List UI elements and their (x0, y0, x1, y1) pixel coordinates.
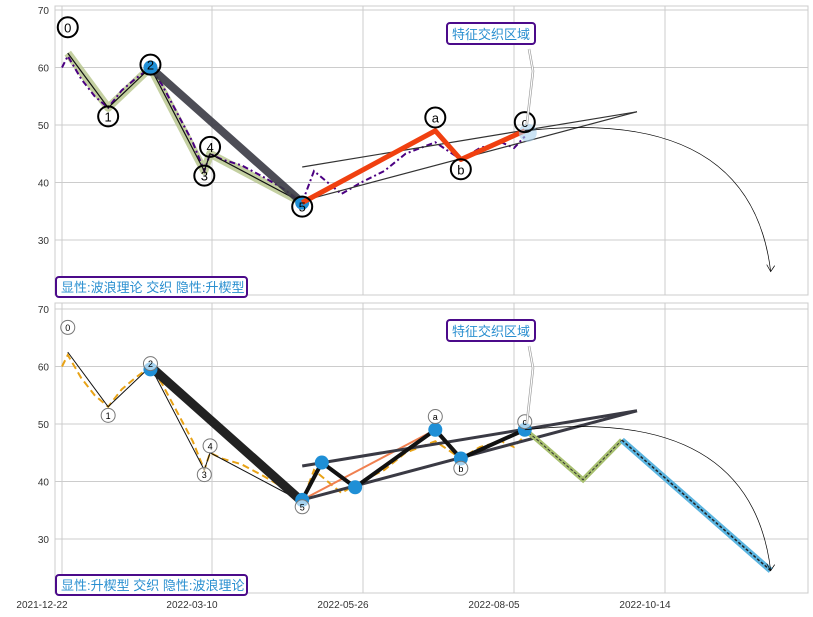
wave-label: c (523, 417, 528, 427)
wave-label-circle (142, 356, 158, 372)
wave-label: 0 (64, 20, 71, 35)
wave-label: a (432, 111, 440, 126)
wave-label-circle (427, 409, 443, 425)
projection-arrow (524, 127, 772, 272)
wave-label: c (522, 115, 529, 130)
pattern-legend-box (55, 574, 248, 596)
wave-label-circle (97, 105, 120, 128)
y-tick-label: 70 (38, 6, 50, 17)
wave-label: 3 (201, 169, 208, 184)
x-tick-label: 2022-03-10 (166, 600, 218, 611)
y-tick-label: 50 (38, 121, 50, 132)
annotation-text: 特征交织区域 (452, 27, 530, 42)
wave-label-circle (196, 467, 212, 483)
y-tick-label: 40 (38, 179, 50, 190)
wave-label: a (433, 412, 438, 422)
wave-point-dot (143, 60, 158, 75)
wave-label: 2 (147, 58, 154, 73)
pattern-legend-text: 显性:升楔型 交织 隐性:波浪理论 (61, 578, 244, 593)
impulse-wave-line (67, 351, 303, 503)
wave-label-circle (56, 16, 79, 39)
wave-label-circle (513, 111, 536, 134)
projection-arrow (524, 426, 772, 571)
x-tick-label: 2022-05-26 (317, 600, 369, 611)
y-tick-label: 40 (38, 478, 50, 489)
wave-label-circle (202, 438, 218, 454)
wave-label-circle (449, 158, 472, 181)
wave-label-circle (424, 106, 447, 129)
wave-label: 2 (148, 359, 153, 369)
annotation-box (446, 319, 536, 342)
wave-2-5-line (147, 64, 305, 206)
wave-label: 4 (208, 441, 213, 451)
wave-label: 1 (105, 109, 112, 124)
wave-label-circle (453, 460, 469, 476)
wave-label: 4 (206, 140, 213, 155)
wave-label: b (458, 464, 463, 474)
arrow-head-icon (766, 563, 775, 572)
wedge-point-dot (314, 455, 329, 470)
wave-label: 5 (300, 502, 305, 512)
pattern-legend-box (55, 276, 248, 298)
plot-area (54, 302, 809, 594)
annotation-pointer-inner (526, 48, 534, 125)
wave-label-circle (199, 135, 222, 158)
wave-label-circle (291, 195, 314, 218)
pattern-legend-text: 显性:波浪理论 交织 隐性:升楔型 (61, 280, 244, 295)
projection-line-down (621, 439, 772, 572)
wedge-upper-line (301, 409, 638, 468)
y-tick-label: 70 (38, 305, 50, 316)
y-tick-label: 60 (38, 363, 50, 374)
wedge-point-dot (348, 480, 363, 495)
price-line (61, 53, 526, 205)
wave-label: 1 (106, 411, 111, 421)
wave-label-circle (294, 499, 310, 515)
annotation-pointer-inner (526, 345, 534, 424)
x-tick-label: 2021-12-22 (16, 600, 68, 611)
y-tick-label: 30 (38, 535, 50, 546)
corrective-wave-line (301, 128, 526, 205)
wave-2-5-line (147, 363, 306, 505)
annotation-box (446, 22, 536, 45)
wave-label: 3 (202, 470, 207, 480)
annotation-text: 特征交织区域 (452, 324, 530, 339)
y-tick-label: 50 (38, 420, 50, 431)
wave-label: 0 (65, 323, 70, 333)
wave-label: 5 (299, 200, 306, 215)
wave-label: b (457, 162, 464, 177)
plot-area (54, 5, 809, 296)
x-tick-label: 2022-08-05 (468, 600, 520, 611)
wedge-zigzag-line (300, 427, 526, 501)
wave-label-circle (139, 53, 162, 76)
orange-guide-line (301, 428, 436, 501)
wedge-point-dot (428, 422, 443, 437)
y-tick-label: 30 (38, 236, 50, 247)
wave-label-circle (60, 319, 76, 335)
arrow-head-icon (766, 264, 775, 273)
wedge-upper-line (302, 111, 638, 168)
y-tick-label: 60 (38, 64, 50, 75)
impulse-wave-line (67, 52, 303, 204)
wave-label-circle (193, 164, 216, 187)
x-tick-label: 2022-10-14 (619, 600, 671, 611)
wave-label-circle (100, 407, 116, 423)
